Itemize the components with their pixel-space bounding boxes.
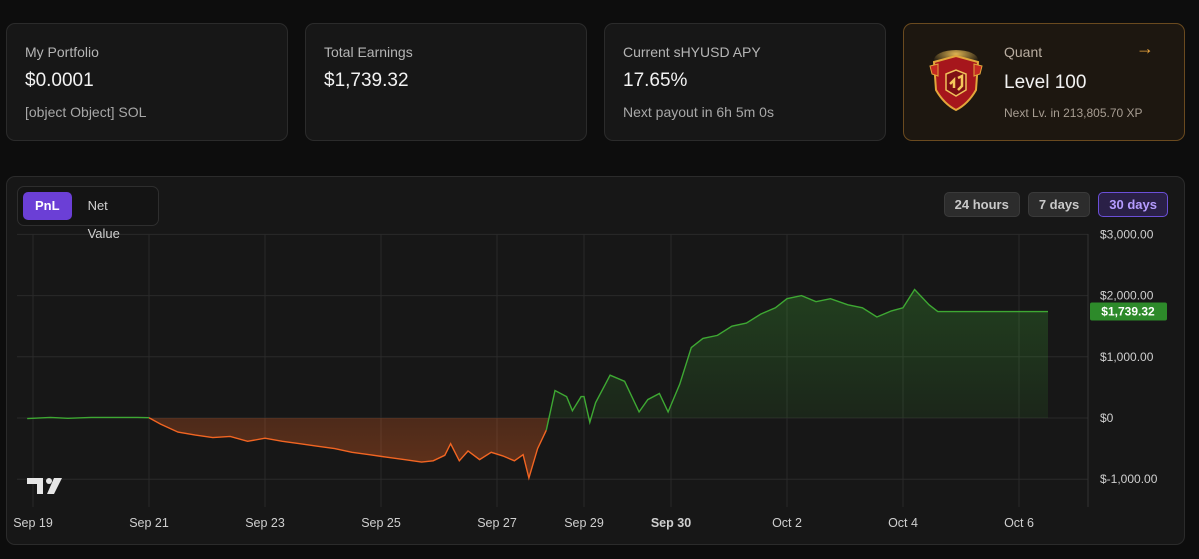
x-tick-label: Oct 4 [888,516,918,530]
level-card[interactable]: Quant Level 100 Next Lv. in 213,805.70 X… [903,23,1185,141]
last-value-label: $1,739.32 [1101,305,1155,319]
portfolio-card: My Portfolio $0.0001 [object Object] SOL [6,23,288,141]
chart-provider-logo-icon[interactable] [27,478,62,494]
time-range-selector: 24 hours 7 days 30 days [943,192,1168,217]
x-tick-label: Oct 2 [772,516,802,530]
chart-mode-toggle: PnL Net Value [17,186,159,241]
arrow-right-icon[interactable]: → [1136,38,1154,58]
portfolio-sub: [object Object] SOL [25,104,147,120]
x-tick-label: Sep 21 [129,516,169,530]
payout-countdown: Next payout in 6h 5m 0s [623,104,774,120]
y-tick-label: $1,000.00 [1100,350,1154,364]
x-tick-label: Sep 29 [564,516,604,530]
portfolio-label: My Portfolio [25,44,99,60]
earnings-label: Total Earnings [324,44,413,60]
area-fill-positive [27,289,1048,418]
next-level-xp: Next Lv. in 213,805.70 XP [1004,106,1143,120]
earnings-card: Total Earnings $1,739.32 [305,23,587,141]
mode-net-value-button[interactable]: Net Value [87,198,120,241]
y-tick-label: $3,000.00 [1100,227,1154,241]
apy-card: Current sHYUSD APY 17.65% Next payout in… [604,23,886,141]
apy-label: Current sHYUSD APY [623,44,761,60]
y-tick-label: $0 [1100,411,1114,425]
x-tick-label: Sep 30 [651,516,691,530]
y-tick-label: $-1,000.00 [1100,472,1158,486]
y-tick-label: $2,000.00 [1100,289,1154,303]
x-tick-label: Oct 6 [1004,516,1034,530]
last-value-badge [1090,302,1167,321]
earnings-value: $1,739.32 [324,70,409,91]
apy-value: 17.65% [623,70,688,91]
x-tick-label: Sep 25 [361,516,401,530]
x-tick-label: Sep 19 [13,516,53,530]
level-number: Level 100 [1004,72,1087,93]
range-7d-button[interactable]: 7 days [1027,192,1091,217]
x-tick-label: Sep 27 [477,516,517,530]
range-24h-button[interactable]: 24 hours [943,192,1020,217]
shield-crest-icon [929,50,983,112]
pnl-chart-panel: $3,000.00 $2,000.00 $1,000.00 $0 $-1,000.00 S… [6,176,1185,545]
pnl-chart[interactable]: $3,000.00 $2,000.00 $1,000.00 $0 $-1,000.00 S… [7,177,1185,545]
level-tier: Quant [1004,44,1043,60]
range-30d-button[interactable]: 30 days [1098,192,1168,217]
mode-pnl-button[interactable]: PnL [23,192,72,220]
x-tick-label: Sep 23 [245,516,285,530]
series-line-negative [148,417,547,481]
series-line-early [27,416,150,420]
portfolio-value: $0.0001 [25,70,94,91]
series-line-positive [545,288,1048,431]
